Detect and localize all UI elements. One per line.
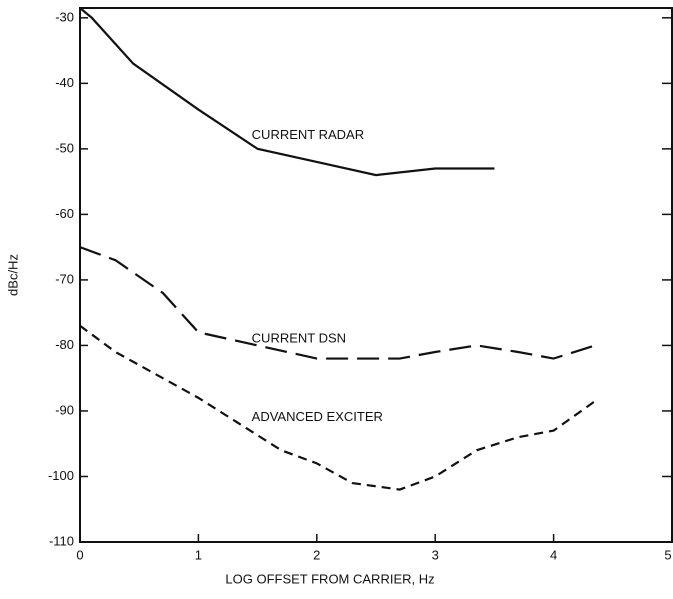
y-tick-label: -110: [49, 533, 74, 548]
y-tick-label: -70: [55, 271, 74, 286]
y-tick-label: -100: [48, 468, 74, 483]
series-line: [79, 7, 495, 177]
series-label: CURRENT RADAR: [252, 127, 364, 142]
x-tick-label: 1: [195, 547, 202, 562]
plot-frame: [79, 7, 673, 543]
y-tick-label: -30: [55, 9, 74, 24]
x-axis-title: LOG OFFSET FROM CARRIER, Hz: [225, 571, 434, 586]
y-axis-title: dBc/Hz: [5, 254, 20, 296]
x-tick-label: 3: [432, 547, 439, 562]
x-tick-label: 0: [76, 547, 83, 562]
y-tick-label: -90: [55, 402, 74, 417]
x-tick-label: 2: [313, 547, 320, 562]
x-tick-label: 5: [664, 547, 671, 562]
x-tick-label: 4: [550, 547, 557, 562]
y-tick-label: -60: [55, 206, 74, 221]
series-line: [79, 246, 596, 360]
y-tick-label: -50: [55, 140, 74, 155]
y-tick-label: -80: [55, 337, 74, 352]
series-label: CURRENT DSN: [252, 330, 346, 345]
series-label: ADVANCED EXCITER: [252, 409, 383, 424]
y-tick-label: -40: [55, 75, 74, 90]
series-line: [79, 324, 596, 491]
